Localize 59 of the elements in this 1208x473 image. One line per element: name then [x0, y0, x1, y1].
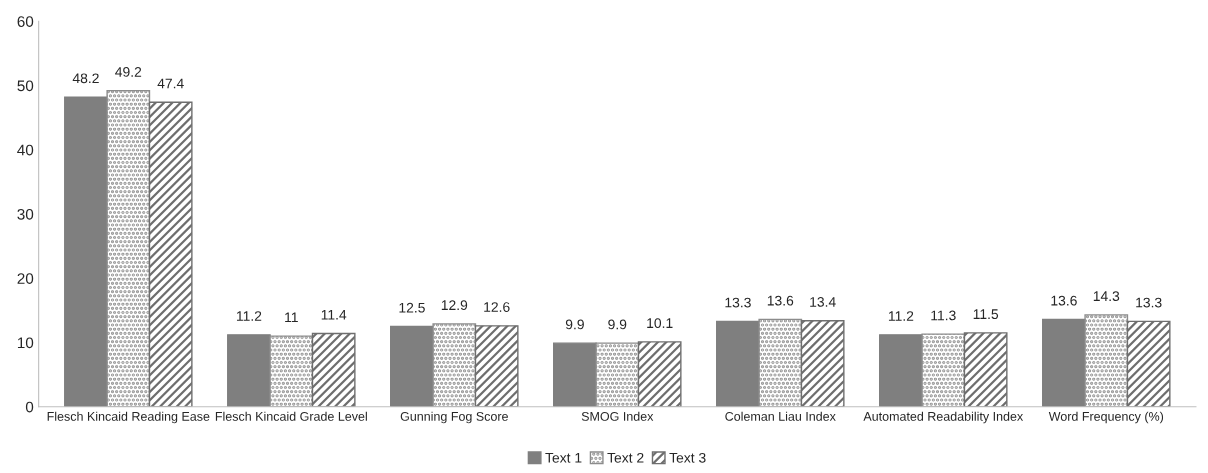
data-label: 13.3: [725, 297, 751, 308]
bar: [64, 96, 108, 407]
bar: [758, 318, 803, 407]
data-label: 13.6: [1051, 295, 1077, 306]
bar: [269, 335, 314, 407]
bar: [390, 325, 434, 407]
data-label: 47.4: [157, 78, 184, 89]
bar: [553, 342, 597, 407]
data-label: 11.4: [321, 309, 347, 320]
y-tick-label: 20: [17, 273, 34, 284]
data-label: 14.3: [1093, 291, 1120, 302]
bar: [595, 342, 640, 407]
bar: [716, 320, 760, 407]
y-tick-label: 10: [17, 337, 34, 349]
data-label: 48.2: [72, 73, 99, 84]
bar: [227, 334, 271, 407]
x-tick-label: Gunning Fog Score: [400, 411, 508, 424]
data-label: 11.5: [973, 309, 999, 320]
bar: [432, 323, 477, 407]
bar: [1084, 314, 1129, 407]
x-tick-label: Automated Readability Index: [863, 411, 1024, 424]
bar: [637, 341, 682, 407]
x-tick-label: Word Frequency (%): [1048, 411, 1164, 424]
bar: [800, 319, 845, 407]
bar: [1042, 318, 1086, 407]
y-tick-label: 0: [25, 401, 34, 413]
bar: [106, 89, 151, 407]
data-label: 9.9: [565, 319, 584, 330]
data-label: 11.3: [931, 310, 956, 321]
legend-label: Text 1: [545, 453, 582, 463]
bar: [311, 332, 356, 407]
legend-label: Text 2: [607, 452, 644, 463]
y-tick-label: 30: [17, 208, 34, 220]
bar: [921, 333, 966, 407]
data-label: 13.3: [1136, 297, 1162, 308]
y-tick-label: 50: [17, 80, 34, 92]
x-tick-label: Flesch Kincaid Grade Level: [215, 411, 367, 421]
x-tick-label: Coleman Liau Index: [725, 411, 836, 421]
data-label: 11.2: [236, 311, 262, 321]
y-tick-label: 40: [17, 144, 34, 156]
data-label: 12.9: [441, 300, 468, 311]
data-label: 9.9: [608, 319, 627, 330]
bar: [963, 332, 1008, 407]
data-label: 11.2: [888, 311, 914, 321]
data-label: 11: [285, 312, 298, 323]
bar: [879, 334, 923, 407]
x-tick-label: Flesch Kincaid Reading Ease: [47, 411, 210, 424]
bar: [148, 101, 193, 407]
legend-label: Text 3: [669, 452, 706, 463]
data-label: 49.2: [115, 66, 142, 77]
bar: [1126, 320, 1171, 407]
data-label: 12.6: [484, 302, 510, 312]
y-tick-label: 60: [17, 16, 34, 27]
x-tick-label: SMOG Index: [581, 411, 654, 421]
bar: [474, 325, 519, 407]
data-label: 12.5: [399, 302, 425, 313]
data-label: 13.4: [810, 296, 836, 307]
data-label: 10.1: [647, 318, 673, 329]
data-label: 13.6: [767, 295, 794, 306]
